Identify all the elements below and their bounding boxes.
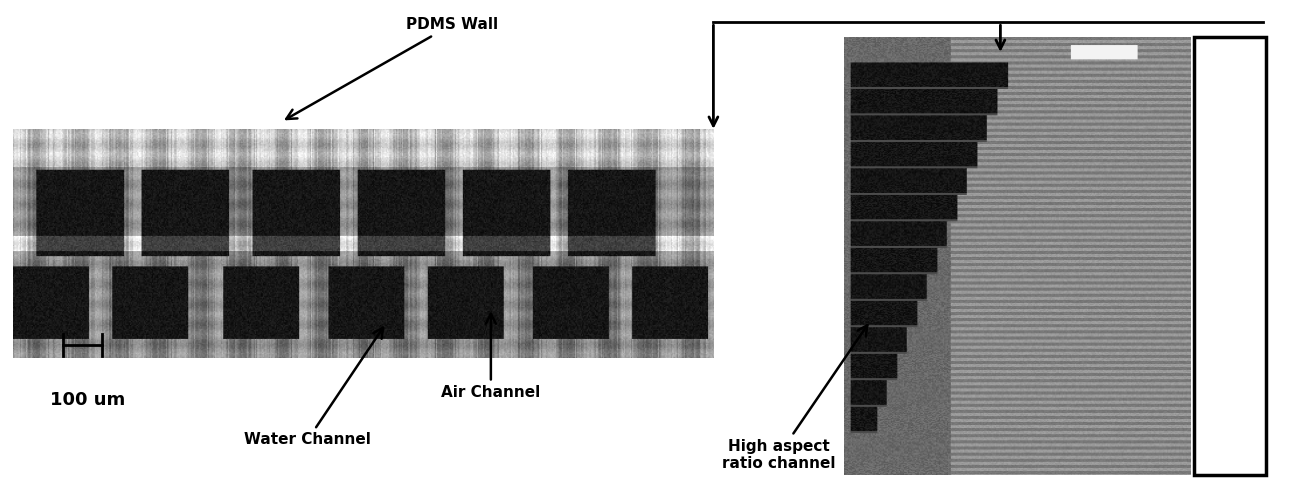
- Text: PDMS Wall: PDMS Wall: [287, 17, 497, 119]
- Text: 100 um: 100 um: [50, 391, 124, 409]
- Bar: [1194, 37, 1266, 475]
- Text: Water Channel: Water Channel: [245, 328, 384, 447]
- Text: High aspect
ratio channel: High aspect ratio channel: [723, 325, 868, 471]
- Text: Air Channel: Air Channel: [441, 314, 541, 400]
